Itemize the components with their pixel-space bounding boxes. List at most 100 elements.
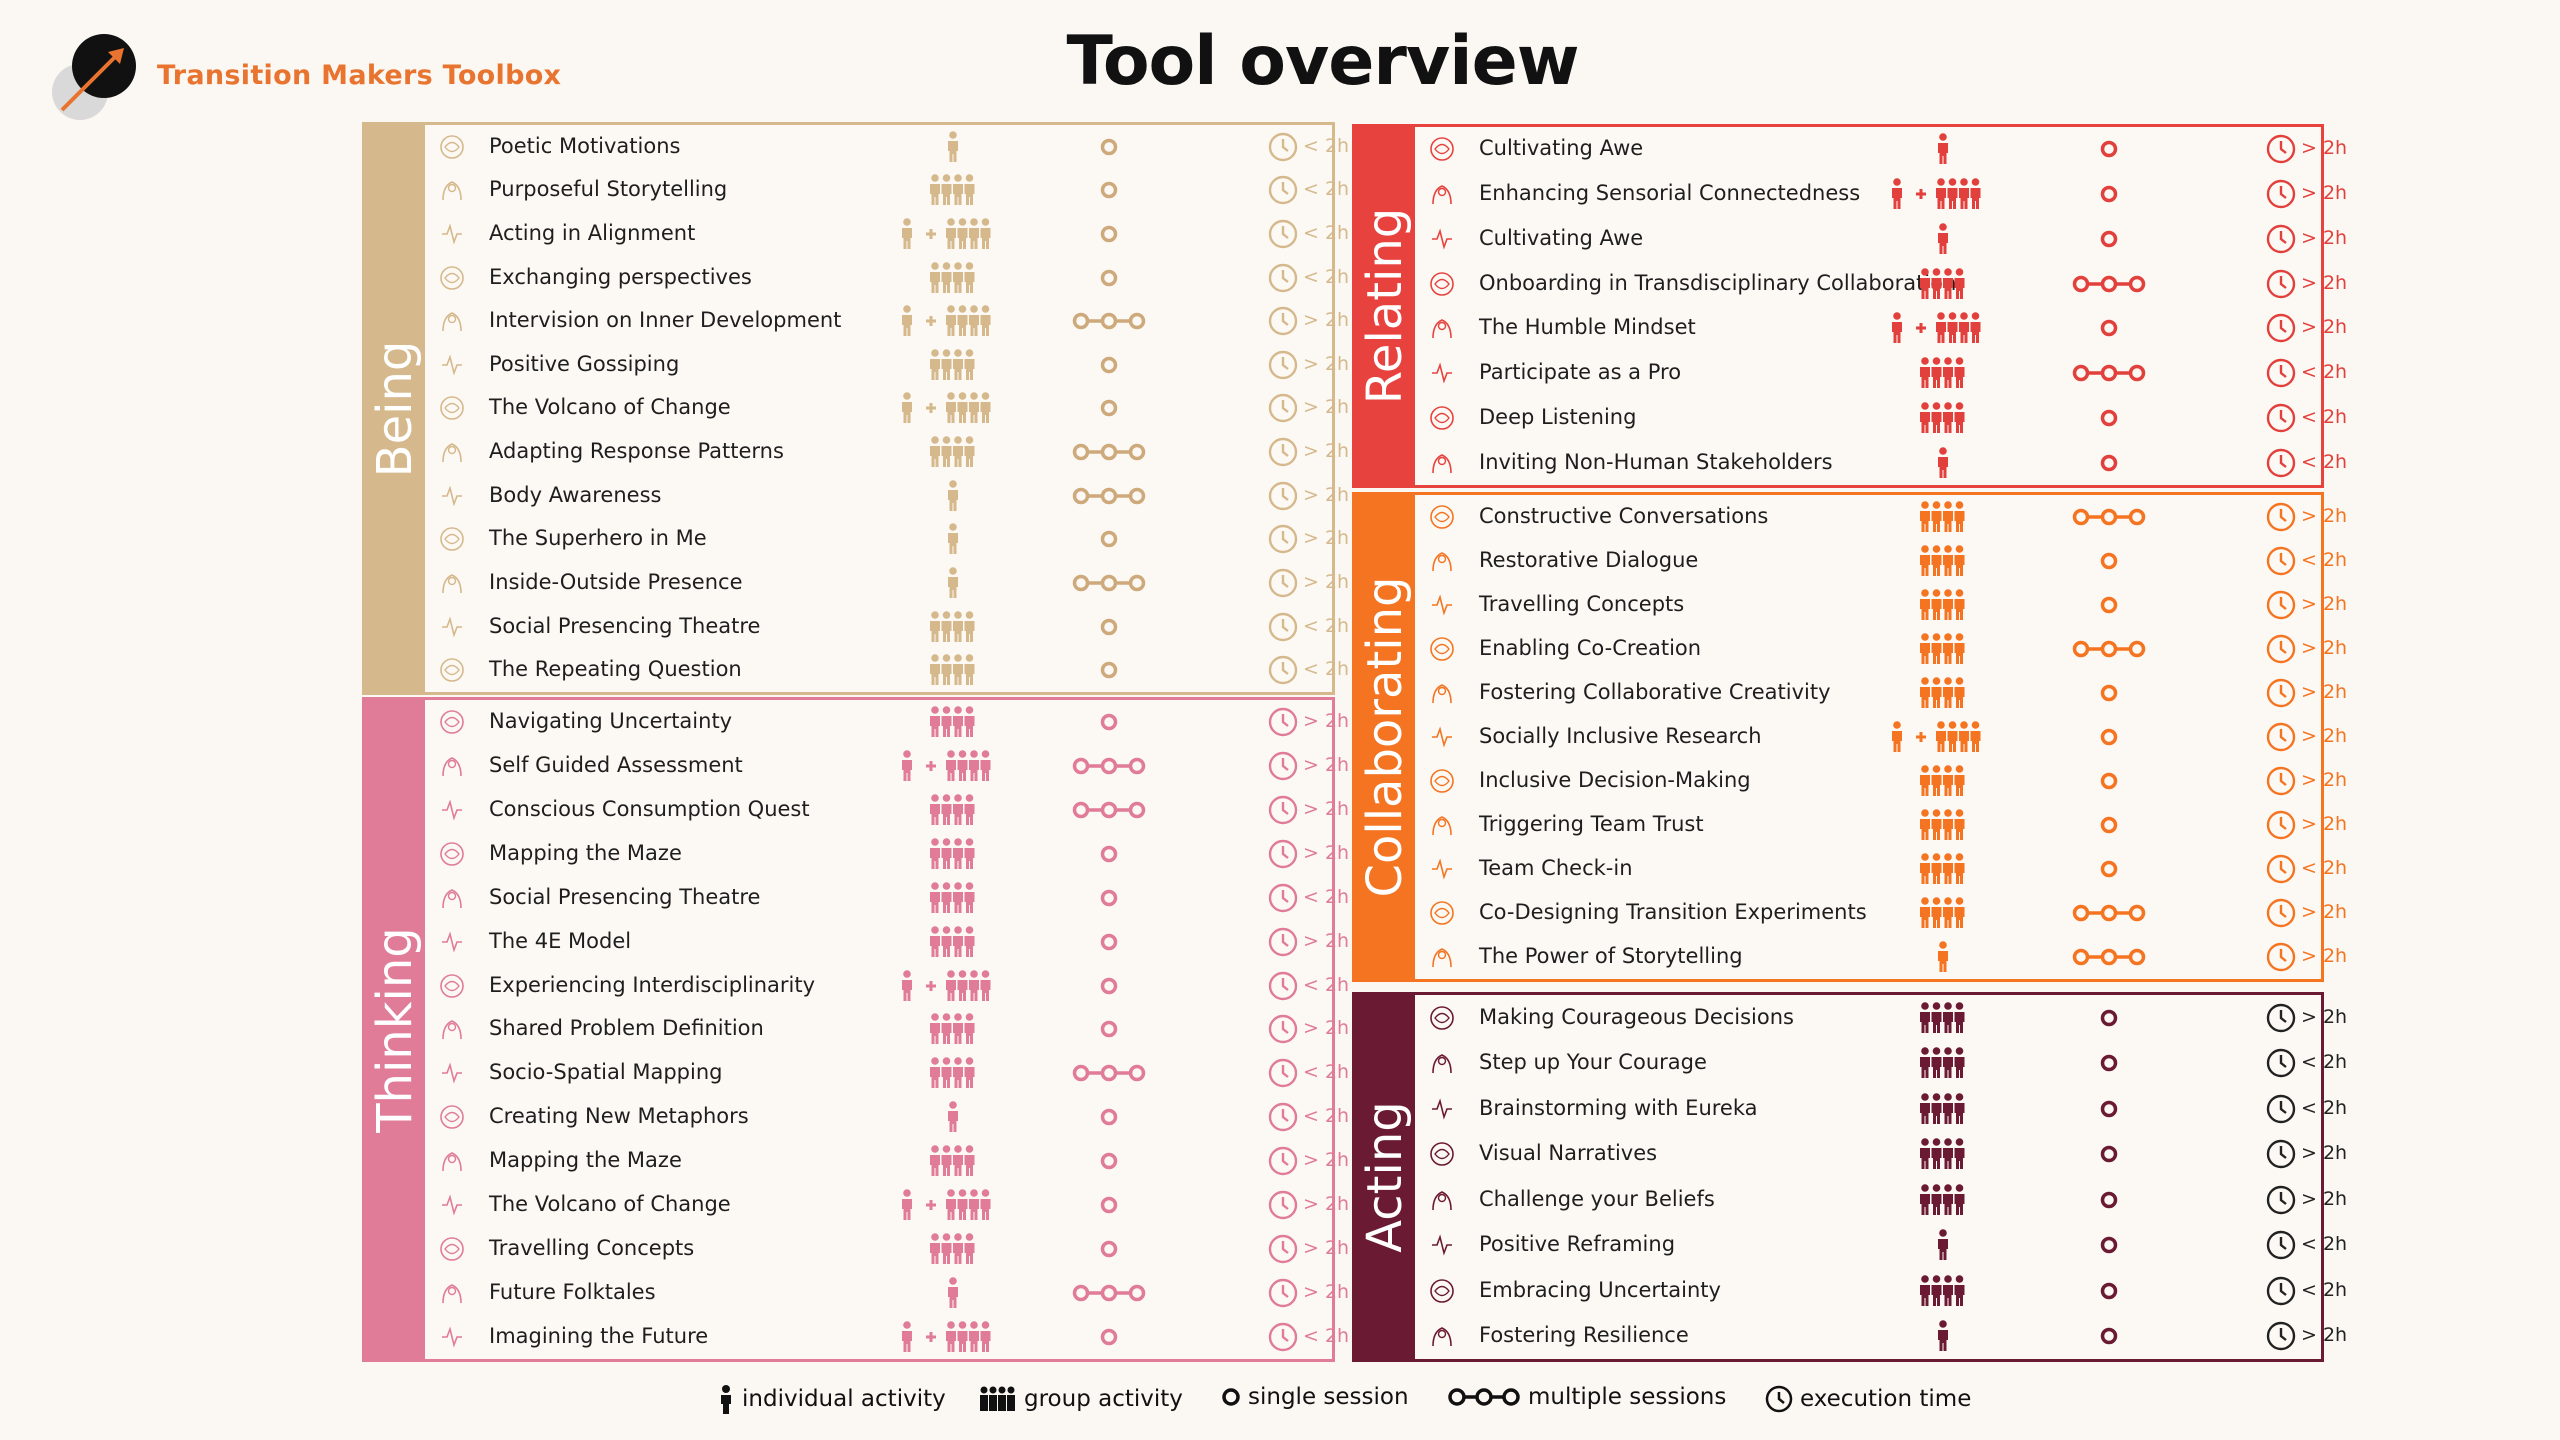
tool-row[interactable]: Enhancing Sensorial Connectedness > 2h	[1415, 172, 2347, 217]
tool-icon	[1432, 1098, 1452, 1120]
sessions	[1069, 1281, 1149, 1310]
tool-row[interactable]: Adapting Response Patterns > 2h	[425, 430, 1349, 474]
tool-row[interactable]: Constructive Conversations > 2h	[1415, 495, 2347, 539]
tool-row[interactable]: Travelling Concepts > 2h	[425, 1227, 1349, 1271]
tool-row[interactable]: Socially Inclusive Research > 2h	[1415, 715, 2347, 759]
tool-row[interactable]: Fostering Collaborative Creativity > 2h	[1415, 671, 2347, 715]
tool-row[interactable]: Step up Your Courage < 2h	[1415, 1041, 2347, 1087]
tool-icon	[1432, 1234, 1452, 1256]
tool-row[interactable]: Cultivating Awe > 2h	[1415, 127, 2347, 172]
tool-row[interactable]: The Power of Storytelling > 2h	[1415, 935, 2347, 979]
tool-row[interactable]: Navigating Uncertainty > 2h	[425, 700, 1349, 744]
execution-time-label: > 2h	[2301, 945, 2348, 967]
tool-row[interactable]: The Superhero in Me > 2h	[425, 518, 1349, 562]
tool-row[interactable]: Mapping the Maze > 2h	[425, 1139, 1349, 1183]
tool-row[interactable]: Deep Listening < 2h	[1415, 396, 2347, 441]
section-relating: Relating Cultivating Awe > 2h Enhancing Sen…	[1352, 124, 2347, 488]
sessions	[1069, 571, 1149, 600]
single-session-icon	[1100, 933, 1118, 950]
tool-name: Experiencing Interdisciplinarity	[489, 972, 816, 997]
execution-time-label: > 2h	[2301, 725, 2348, 747]
tool-row[interactable]: Shared Problem Definition > 2h	[425, 1008, 1349, 1052]
tool-name: Positive Reframing	[1479, 1232, 1676, 1257]
participants	[1888, 676, 1998, 715]
execution-time-label: > 2h	[1303, 709, 1350, 732]
single-session-icon	[2100, 1191, 2118, 1208]
tool-row[interactable]: Socio-Spatial Mapping < 2h	[425, 1051, 1349, 1095]
tool-row[interactable]: Social Presencing Theatre < 2h	[425, 876, 1349, 920]
tool-row[interactable]: Brainstorming with Eureka < 2h	[1415, 1086, 2347, 1132]
tool-row[interactable]: Participate as a Pro < 2h	[1415, 351, 2347, 396]
tool-row[interactable]: Visual Narratives > 2h	[1415, 1132, 2347, 1178]
execution-time-label: > 2h	[1303, 841, 1350, 864]
tool-icon	[1432, 228, 1452, 250]
tool-row[interactable]: Inviting Non-Human Stakeholders < 2h	[1415, 440, 2347, 485]
group-activity-icon	[930, 794, 975, 825]
tool-row[interactable]: Intervision on Inner Development > 2h	[425, 299, 1349, 343]
sessions	[1069, 440, 1149, 469]
execution-time-label: < 2h	[1303, 1105, 1350, 1128]
tool-row[interactable]: Purposeful Storytelling < 2h	[425, 169, 1349, 213]
tool-icon	[440, 1237, 464, 1261]
tool-row[interactable]: Enabling Co-Creation > 2h	[1415, 627, 2347, 671]
tool-row[interactable]: Experiencing Interdisciplinarity < 2h	[425, 964, 1349, 1008]
participants	[898, 1276, 1008, 1315]
tool-row[interactable]: Mapping the Maze > 2h	[425, 832, 1349, 876]
tool-row[interactable]: Onboarding in Transdisciplinary Collabor…	[1415, 261, 2347, 306]
tool-row[interactable]: The Volcano of Change > 2h	[425, 387, 1349, 431]
tool-row[interactable]: Exchanging perspectives < 2h	[425, 256, 1349, 300]
tool-row[interactable]: Conscious Consumption Quest > 2h	[425, 788, 1349, 832]
tool-row[interactable]: Triggering Team Trust > 2h	[1415, 803, 2347, 847]
execution-time-label: < 2h	[1303, 265, 1350, 288]
tool-row[interactable]: Inclusive Decision-Making > 2h	[1415, 759, 2347, 803]
single-session-icon	[1100, 1240, 1118, 1258]
clock-icon	[1268, 568, 1298, 598]
tool-row[interactable]: The Volcano of Change > 2h	[425, 1183, 1349, 1227]
execution-time-label: > 2h	[2301, 226, 2348, 249]
tool-row[interactable]: Challenge your Beliefs > 2h	[1415, 1177, 2347, 1223]
individual-plus-group-icon	[902, 750, 991, 781]
tool-row[interactable]: Body Awareness > 2h	[425, 474, 1349, 518]
tool-icon	[442, 354, 462, 376]
tool-row[interactable]: Poetic Motivations < 2h	[425, 125, 1349, 169]
single-session-icon	[2100, 230, 2118, 248]
tool-row[interactable]: Self Guided Assessment > 2h	[425, 744, 1349, 788]
participants	[898, 261, 1008, 300]
tool-row[interactable]: Future Folktales > 2h	[425, 1271, 1349, 1315]
tool-row[interactable]: Team Check-in < 2h	[1415, 847, 2347, 891]
legend-group-label: group activity	[1024, 1386, 1183, 1412]
tool-row[interactable]: The 4E Model > 2h	[425, 920, 1349, 964]
group-activity-icon	[1920, 545, 1965, 576]
tool-row[interactable]: Imagining the Future < 2h	[425, 1315, 1349, 1359]
tool-row[interactable]: Positive Gossiping > 2h	[425, 343, 1349, 387]
tool-row[interactable]: Restorative Dialogue < 2h	[1415, 539, 2347, 583]
execution-time-label: < 2h	[2301, 857, 2348, 879]
execution-time-label: > 2h	[2301, 769, 2348, 791]
tool-row[interactable]: Inside-Outside Presence > 2h	[425, 561, 1349, 605]
tool-row[interactable]: Creating New Metaphors < 2h	[425, 1095, 1349, 1139]
tool-row[interactable]: Travelling Concepts > 2h	[1415, 583, 2347, 627]
execution-time-clock	[2265, 357, 2297, 394]
tool-row[interactable]: The Repeating Question < 2h	[425, 648, 1349, 692]
tool-row[interactable]: Social Presencing Theatre < 2h	[425, 605, 1349, 649]
sessions	[1069, 222, 1149, 251]
tool-row[interactable]: The Humble Mindset > 2h	[1415, 306, 2347, 351]
individual-plus-group-icon	[902, 969, 991, 1001]
multiple-sessions-icon	[1072, 487, 1146, 504]
execution-time-label: > 2h	[1303, 1149, 1350, 1172]
tool-row[interactable]: Making Courageous Decisions > 2h	[1415, 995, 2347, 1041]
tool-row[interactable]: Co-Designing Transition Experiments > 2h	[1415, 891, 2347, 935]
tool-row[interactable]: Positive Reframing < 2h	[1415, 1223, 2347, 1269]
sessions	[2069, 637, 2149, 666]
individual-plus-group-icon	[902, 305, 991, 337]
sessions	[2069, 451, 2149, 480]
clock-icon	[1268, 971, 1298, 1000]
tool-row[interactable]: Fostering Resilience > 2h	[1415, 1314, 2347, 1360]
clock-icon	[2266, 502, 2296, 532]
tool-row[interactable]: Embracing Uncertainty < 2h	[1415, 1268, 2347, 1314]
execution-time-clock	[1267, 480, 1299, 517]
tool-row[interactable]: Cultivating Awe > 2h	[1415, 217, 2347, 262]
sessions	[2069, 272, 2149, 301]
multiple-sessions-icon	[2072, 364, 2146, 382]
tool-row[interactable]: Acting in Alignment < 2h	[425, 212, 1349, 256]
